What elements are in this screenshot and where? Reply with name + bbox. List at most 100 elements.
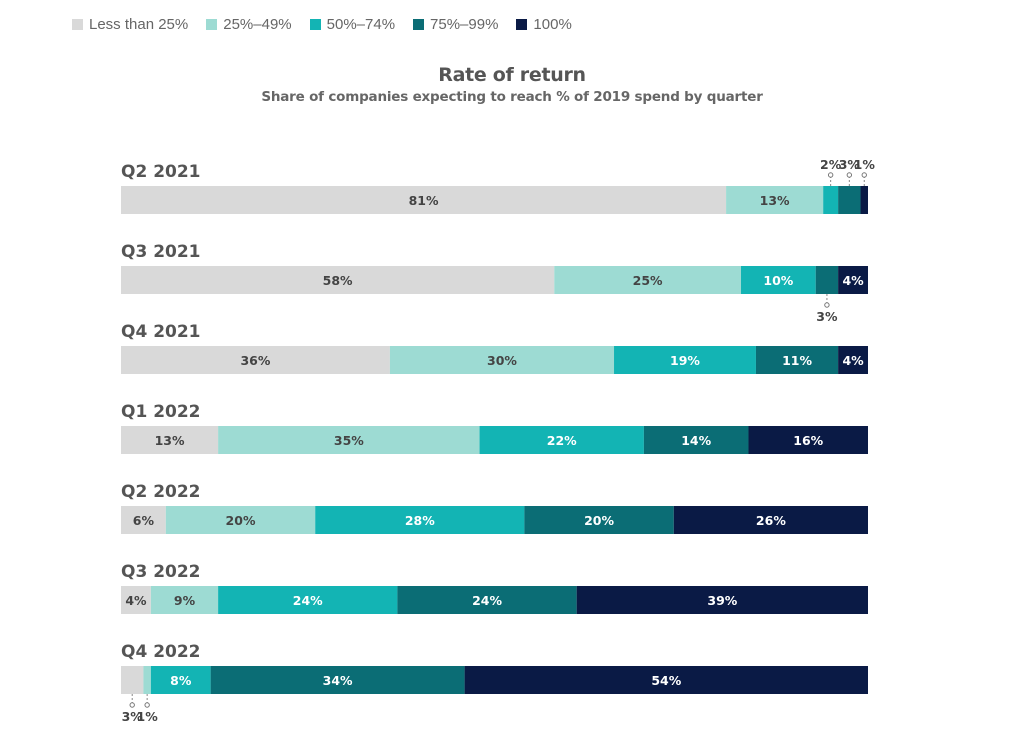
legend-item-25-49: 25%–49% — [206, 15, 292, 33]
category-label: Q1 2022 — [121, 402, 201, 422]
bar-segment — [860, 186, 868, 214]
data-label-outside: 3% — [122, 709, 144, 724]
data-label: 13% — [760, 193, 790, 208]
data-label: 34% — [323, 673, 353, 688]
data-label: 4% — [125, 593, 147, 608]
chart-titles: Rate of return Share of companies expect… — [0, 64, 1024, 105]
bar-segment — [838, 266, 868, 294]
data-label: 19% — [670, 353, 700, 368]
chart-title: Rate of return — [438, 64, 586, 86]
category-label: Q2 2021 — [121, 162, 201, 182]
data-label: 6% — [133, 513, 155, 528]
data-label: 11% — [782, 353, 812, 368]
legend-item-less-than-25: Less than 25% — [72, 16, 188, 33]
bar-segment — [554, 266, 742, 294]
legend-label-less-than-25: Less than 25% — [89, 15, 189, 33]
data-label: 26% — [756, 513, 786, 528]
leader-marker — [861, 172, 867, 178]
bar-segment — [121, 426, 219, 454]
category-label: Q3 2022 — [121, 562, 201, 582]
bar-segment — [389, 346, 615, 374]
bar-segment — [218, 426, 480, 454]
data-label: 8% — [170, 673, 192, 688]
data-label: 13% — [155, 433, 185, 448]
bar-segment — [143, 666, 151, 694]
bar-segment — [218, 586, 398, 614]
legend-label-50-74: 50%–74% — [326, 15, 396, 33]
legend-label-25-49: 25%–49% — [223, 15, 292, 33]
data-label: 54% — [651, 673, 681, 688]
data-label: 28% — [405, 513, 435, 528]
legend-label-75-99: 75%–99% — [430, 15, 499, 33]
leader-marker — [824, 302, 830, 308]
bar-segment — [165, 506, 316, 534]
bar-segment — [464, 666, 868, 694]
bar-segment — [121, 506, 166, 534]
bar-segment — [210, 666, 465, 694]
data-label: 24% — [293, 593, 323, 608]
legend-item-100: 100% — [516, 15, 572, 33]
bar-segment — [150, 586, 219, 614]
legend-swatch-25-49 — [206, 18, 218, 30]
data-label: 4% — [842, 273, 864, 288]
bar-segment — [741, 266, 816, 294]
bar-segment — [576, 586, 868, 614]
leader-marker — [144, 702, 150, 708]
bar-segment — [614, 346, 756, 374]
bar-segment — [673, 506, 868, 534]
legend: Less than 25% 25%–49% 50%–74% 75%–99% 10… — [72, 12, 572, 36]
data-label: 22% — [547, 433, 577, 448]
leader-marker — [827, 172, 834, 178]
data-label: 81% — [409, 193, 439, 208]
leader-marker — [129, 702, 135, 708]
data-label: 9% — [174, 593, 196, 608]
bar-segment — [315, 506, 525, 534]
data-label: 14% — [681, 433, 711, 448]
bar-segment — [524, 506, 674, 534]
category-label: Q4 2021 — [121, 322, 201, 342]
bar-segment — [121, 186, 727, 214]
leader-marker — [846, 172, 853, 178]
bar-segment — [121, 346, 390, 374]
bar-segment — [150, 666, 211, 694]
data-label: 25% — [633, 273, 663, 288]
bar-segment — [121, 586, 151, 614]
bar-segment — [838, 346, 868, 374]
data-label-outside: 2% — [820, 157, 842, 172]
bar-segment — [823, 186, 839, 214]
bar-segment — [121, 266, 555, 294]
data-label: 4% — [842, 353, 864, 368]
legend-swatch-50-74 — [309, 18, 321, 30]
bar-segment — [726, 186, 824, 214]
legend-swatch-75-99 — [413, 18, 425, 30]
category-label: Q4 2022 — [121, 642, 201, 662]
bar-segment — [838, 186, 861, 214]
data-label: 24% — [472, 593, 502, 608]
legend-swatch-100 — [516, 18, 528, 30]
data-label: 35% — [334, 433, 364, 448]
chart-subtitle: Share of companies expecting to reach % … — [261, 89, 763, 105]
data-label-outside: 1% — [137, 709, 159, 724]
data-label: 36% — [240, 353, 270, 368]
category-label: Q3 2021 — [121, 242, 201, 262]
bar-segment — [479, 426, 644, 454]
data-label: 10% — [763, 273, 793, 288]
data-label-outside: 3% — [839, 157, 861, 172]
data-label: 20% — [226, 513, 256, 528]
data-label: 30% — [487, 353, 517, 368]
legend-item-50-74: 50%–74% — [309, 15, 396, 33]
data-label: 58% — [323, 273, 353, 288]
bar-segment — [121, 666, 144, 694]
category-label: Q2 2022 — [121, 482, 201, 502]
bar-segment — [748, 426, 868, 454]
bar-segment — [755, 346, 839, 374]
bar-segment — [397, 586, 577, 614]
bar-segment — [643, 426, 749, 454]
legend-item-75-99: 75%–99% — [413, 16, 498, 33]
legend-swatch-less-than-25 — [72, 18, 83, 30]
data-label: 39% — [707, 593, 737, 608]
data-label: 16% — [793, 433, 823, 448]
legend-label-100: 100% — [533, 15, 572, 33]
